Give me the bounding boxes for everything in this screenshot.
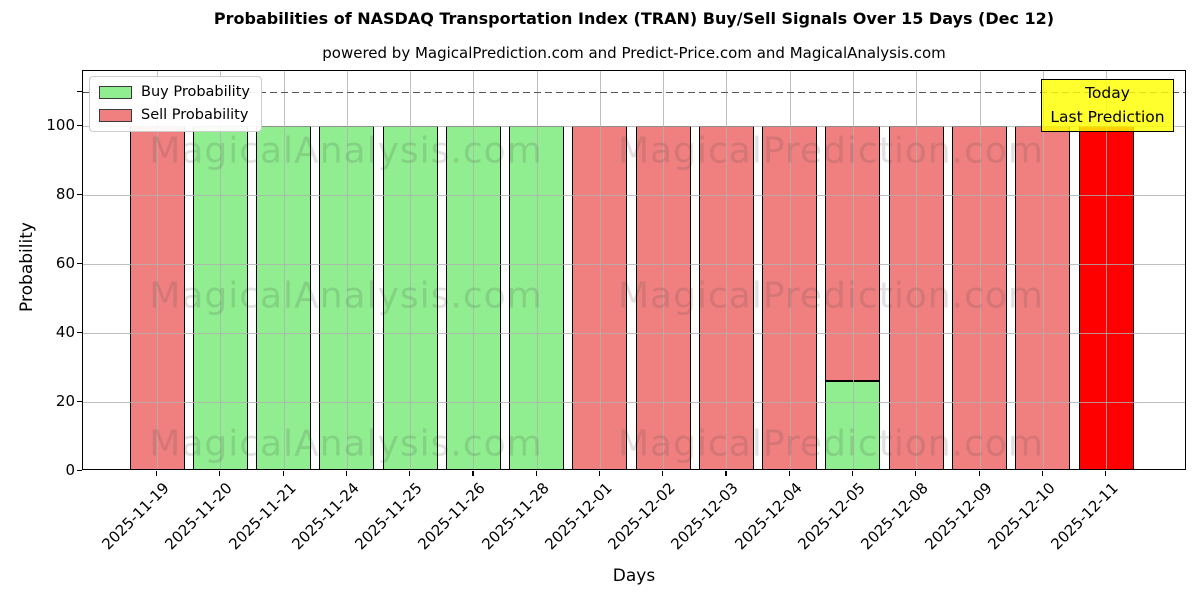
- plot-area: MagicalAnalysis.com MagicalPrediction.com…: [82, 70, 1186, 470]
- v-gridline: [663, 71, 665, 469]
- v-gridline: [852, 71, 854, 469]
- y-tick-mark: [76, 332, 82, 334]
- y-tick-label: 100: [46, 116, 75, 135]
- h-gridline: [83, 402, 1185, 404]
- watermark-analysis: MagicalAnalysis.com: [149, 275, 543, 317]
- x-tick-label: 2025-12-11: [1047, 479, 1122, 554]
- x-tick-label: 2025-11-25: [351, 479, 426, 554]
- x-tick-mark: [978, 471, 980, 476]
- x-tick-mark: [915, 471, 917, 476]
- v-gridline: [916, 71, 918, 469]
- y-tick-label: 0: [65, 461, 75, 479]
- plot-canvas: MagicalAnalysis.com MagicalPrediction.com…: [83, 71, 1185, 469]
- legend-swatch: [99, 108, 132, 122]
- v-gridline: [979, 71, 981, 469]
- v-gridline: [473, 71, 475, 469]
- x-tick-label: 2025-11-28: [477, 479, 553, 554]
- x-tick-label: 2025-11-24: [288, 479, 363, 554]
- x-tick-mark: [535, 471, 537, 476]
- y-tick-label: 20: [55, 392, 75, 411]
- y-tick-mark: [76, 194, 82, 196]
- today-annotation-line2: Last Prediction: [1050, 107, 1165, 126]
- x-tick-mark: [472, 471, 474, 476]
- today-annotation: Today Last Prediction: [1041, 79, 1174, 132]
- chart-subtitle: powered by MagicalPrediction.com and Pre…: [322, 44, 946, 62]
- x-tick-mark: [345, 471, 347, 476]
- threshold-dashed-line: [83, 91, 1185, 94]
- v-gridline: [220, 71, 222, 469]
- y-tick-label: 80: [55, 185, 75, 204]
- y-tick-mark: [76, 90, 82, 92]
- watermark-analysis: MagicalAnalysis.com: [149, 423, 543, 465]
- legend-label: Sell Probability: [141, 107, 249, 123]
- h-gridline: [83, 126, 1185, 128]
- v-gridline: [789, 71, 791, 469]
- x-tick-label: 2025-12-09: [920, 479, 996, 554]
- x-tick-label: 2025-12-10: [984, 479, 1059, 554]
- h-gridline: [83, 333, 1185, 335]
- v-gridline: [726, 71, 728, 469]
- today-annotation-line1: Today: [1085, 84, 1130, 103]
- v-gridline: [536, 71, 538, 469]
- watermark-prediction: MagicalPrediction.com: [618, 130, 1044, 172]
- x-tick-label: 2025-12-04: [731, 479, 806, 554]
- legend: Buy Probability Sell Probability: [89, 76, 262, 132]
- x-tick-mark: [1105, 471, 1107, 476]
- y-axis-label: Probability: [17, 222, 37, 312]
- x-tick-label: 2025-12-03: [667, 479, 743, 554]
- v-gridline: [346, 71, 348, 469]
- y-tick-label: 40: [55, 323, 75, 342]
- x-tick-label: 2025-12-08: [857, 479, 932, 554]
- watermark-prediction: MagicalPrediction.com: [618, 423, 1044, 465]
- x-tick-label: 2025-11-20: [161, 479, 236, 554]
- v-gridline: [1106, 71, 1108, 469]
- x-tick-mark: [788, 471, 790, 476]
- v-gridline: [283, 71, 285, 469]
- x-tick-label: 2025-12-05: [794, 479, 869, 554]
- legend-row: Sell Probability: [99, 107, 250, 123]
- y-tick-mark: [76, 125, 82, 127]
- x-tick-mark: [598, 471, 601, 476]
- v-gridline: [599, 71, 601, 469]
- x-tick-mark: [725, 471, 727, 476]
- x-tick-mark: [282, 471, 284, 476]
- x-tick-label: 2025-11-19: [98, 479, 173, 554]
- h-gridline: [83, 264, 1185, 266]
- chart-title: Probabilities of NASDAQ Transportation I…: [213, 9, 1055, 28]
- x-tick-label: 2025-11-26: [414, 479, 490, 554]
- x-axis-label: Days: [612, 566, 656, 586]
- x-tick-mark: [409, 471, 411, 476]
- watermark-prediction: MagicalPrediction.com: [618, 275, 1044, 317]
- x-tick-label: 2025-11-21: [224, 479, 300, 554]
- x-tick-mark: [219, 471, 221, 476]
- y-tick-mark: [76, 470, 82, 472]
- v-gridline: [410, 71, 412, 469]
- x-tick-mark: [662, 471, 664, 476]
- h-gridline: [83, 195, 1185, 197]
- v-gridline: [1042, 71, 1044, 469]
- y-tick-mark: [76, 401, 82, 403]
- v-gridline: [157, 71, 158, 469]
- x-tick-mark: [156, 471, 158, 476]
- x-tick-label: 2025-12-02: [604, 479, 679, 554]
- x-tick-label: 2025-12-01: [541, 479, 616, 554]
- x-tick-mark: [851, 471, 854, 476]
- legend-label: Buy Probability: [141, 84, 250, 100]
- y-tick-label: 60: [55, 254, 75, 273]
- watermark-analysis: MagicalAnalysis.com: [149, 130, 543, 172]
- y-tick-mark: [76, 263, 82, 265]
- legend-row: Buy Probability: [99, 84, 250, 100]
- x-tick-mark: [1041, 471, 1043, 476]
- legend-swatch: [99, 85, 132, 99]
